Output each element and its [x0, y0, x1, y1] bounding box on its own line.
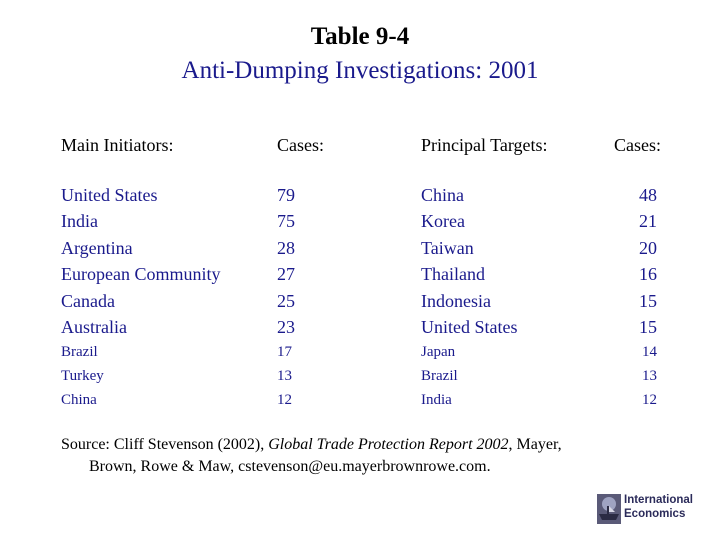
initiator-cases: 25: [277, 290, 295, 311]
target-name: Thailand: [421, 264, 485, 285]
logo-line-1: International: [624, 494, 694, 506]
table-subtitle: Anti-Dumping Investigations: 2001: [181, 57, 539, 84]
target-name: Japan: [421, 344, 456, 360]
initiator-cases: 12: [277, 392, 292, 408]
initiator-name: Brazil: [61, 344, 98, 360]
initiator-cases-group-1: 79 75 28 27 25 23: [277, 182, 295, 340]
target-cases: 15: [639, 317, 657, 338]
header-initiators: Main Initiators:: [61, 135, 174, 155]
initiator-cases: 27: [277, 264, 295, 285]
target-name: United States: [421, 317, 518, 338]
target-cases: 14: [642, 344, 657, 360]
target-cases: 13: [642, 368, 657, 384]
header-cases-targets: Cases:: [614, 135, 661, 155]
target-cases-group-1: 48 21 20 16 15 15: [600, 182, 657, 340]
initiator-cases: 28: [277, 237, 295, 258]
header-targets: Principal Targets:: [421, 135, 548, 155]
initiator-cases: 75: [277, 211, 295, 232]
target-name: Korea: [421, 211, 465, 232]
initiator-name: China: [61, 392, 97, 408]
target-cases-group-2: 14 13 12: [600, 340, 657, 412]
initiator-names-group-2: Brazil Turkey China: [61, 340, 104, 412]
initiator-name: Turkey: [61, 368, 104, 384]
target-cases: 48: [639, 185, 657, 205]
initiator-name: India: [61, 211, 98, 232]
source-line-2: Brown, Rowe & Maw, cstevenson@eu.mayerbr…: [89, 458, 491, 475]
initiator-cases: 17: [277, 344, 292, 360]
target-names-group-2: Japan Brazil India: [421, 340, 458, 412]
initiator-cases: 79: [277, 185, 295, 205]
initiator-names-group-1: United States India Argentina European C…: [61, 182, 220, 340]
target-name: Brazil: [421, 368, 458, 384]
target-cases: 21: [639, 211, 657, 232]
target-cases: 20: [639, 237, 657, 258]
target-cases: 16: [639, 264, 657, 285]
source-prefix: Source: Cliff Stevenson (2002),: [61, 436, 269, 453]
target-cases: 12: [642, 392, 657, 408]
initiator-cases-group-2: 17 13 12: [277, 340, 292, 412]
source-report-title: Global Trade Protection Report 2002: [268, 436, 509, 453]
initiator-name: United States: [61, 185, 158, 205]
table-title: Table 9-4: [310, 23, 410, 50]
target-name: India: [421, 392, 452, 408]
globe-ship-icon: [597, 494, 621, 524]
source-suffix: , Mayer,: [508, 436, 562, 453]
initiator-cases: 13: [277, 368, 292, 384]
international-economics-logo: International Economics: [596, 492, 714, 526]
initiator-name: Canada: [61, 290, 115, 311]
initiator-cases: 23: [277, 317, 295, 338]
initiator-name: Australia: [61, 317, 127, 338]
target-cases: 15: [639, 290, 657, 311]
target-names-group-1: China Korea Taiwan Thailand Indonesia Un…: [421, 182, 518, 340]
header-cases-initiators: Cases:: [277, 135, 324, 155]
logo-line-2: Economics: [624, 508, 686, 520]
initiator-name: European Community: [61, 264, 221, 285]
source-note: Source: Cliff Stevenson (2002), Global T…: [61, 434, 681, 478]
initiator-name: Argentina: [61, 237, 133, 258]
target-name: Indonesia: [421, 290, 491, 311]
target-name: Taiwan: [421, 237, 474, 258]
target-name: China: [421, 185, 464, 205]
